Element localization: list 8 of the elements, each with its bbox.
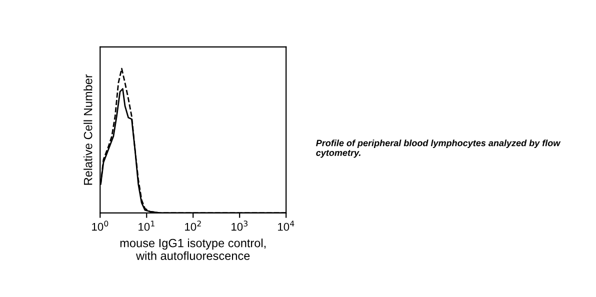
x-tick-label: 10$^{2}$ [185,220,201,231]
text: Profile of peripheral blood lymphocytes analyzed by flow cytometry. [316,140,561,158]
x-axis-title: mouse IgG1 isotype control, with autofluorescence [120,238,266,260]
x-tick-label: 10$^{4}$ [278,220,294,231]
x-tick-label: 10$^{1}$ [138,220,154,231]
y-axis-title: Relative Cell Number [84,74,92,185]
x-tick-label: 10$^{3}$ [232,220,248,231]
x-tick-label: 10$^{0}$ [92,220,108,231]
